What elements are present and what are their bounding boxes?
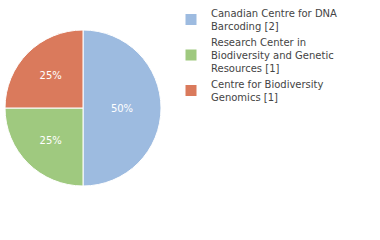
svg-text:Research Center inBiodiversity: Research Center inBiodiversity and Genet… <box>211 37 334 74</box>
svg-text:25%: 25% <box>40 70 62 81</box>
svg-text:50%: 50% <box>111 103 133 114</box>
svg-text:25%: 25% <box>40 135 62 146</box>
svg-text:Canadian Centre for DNABarcodi: Canadian Centre for DNABarcoding [2] <box>211 8 337 32</box>
svg-text:Centre for BiodiversityGenomic: Centre for BiodiversityGenomics [1] <box>211 79 324 103</box>
